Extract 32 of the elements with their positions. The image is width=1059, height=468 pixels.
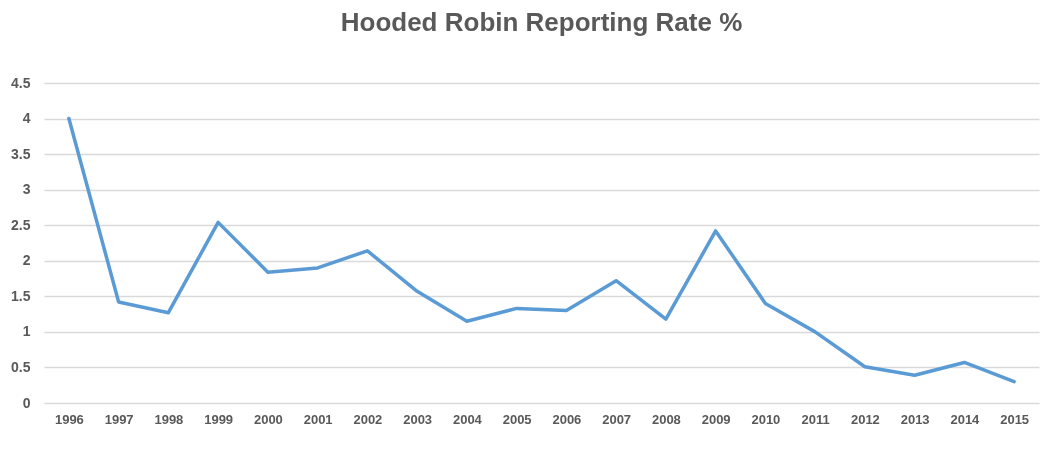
x-tick-label: 2014 bbox=[950, 411, 981, 427]
y-tick-label: 3 bbox=[22, 181, 31, 198]
y-tick-label: 3.5 bbox=[11, 145, 31, 162]
x-tick-label: 2001 bbox=[303, 411, 333, 427]
x-tick-label: 2012 bbox=[850, 411, 880, 427]
x-tick-label: 2013 bbox=[900, 411, 930, 427]
y-tick-label: 4.5 bbox=[11, 74, 31, 91]
x-tick-label: 2015 bbox=[1000, 411, 1030, 427]
y-tick-label: 2 bbox=[22, 252, 31, 269]
x-tick-label: 2010 bbox=[751, 411, 781, 427]
x-tick-label: 1996 bbox=[54, 411, 84, 427]
line-series bbox=[67, 116, 1016, 384]
x-tick-label: 2000 bbox=[253, 411, 283, 427]
x-tick-label: 2005 bbox=[502, 411, 532, 427]
x-tick-label: 2006 bbox=[552, 411, 582, 427]
y-tick-label: 0 bbox=[22, 394, 31, 411]
x-tick-label: 2007 bbox=[602, 411, 632, 427]
chart-title: Hooded Robin Reporting Rate % bbox=[340, 7, 743, 37]
y-tick-label: 4 bbox=[22, 110, 31, 127]
x-tick-label: 1998 bbox=[154, 411, 184, 427]
y-tick-label: 1.5 bbox=[11, 287, 31, 304]
y-tick-label: 1 bbox=[22, 323, 31, 340]
x-tick-label: 2008 bbox=[651, 411, 681, 427]
y-tick-label: 2.5 bbox=[11, 216, 31, 233]
x-tick-label: 1997 bbox=[104, 411, 134, 427]
y-tick-label: 0.5 bbox=[11, 358, 31, 375]
x-tick-label: 1999 bbox=[204, 411, 234, 427]
x-tick-label: 2009 bbox=[701, 411, 731, 427]
x-tick-label: 2011 bbox=[801, 411, 830, 427]
x-tick-label: 2002 bbox=[353, 411, 383, 427]
x-tick-label: 2004 bbox=[452, 411, 483, 427]
x-tick-label: 2003 bbox=[403, 411, 433, 427]
